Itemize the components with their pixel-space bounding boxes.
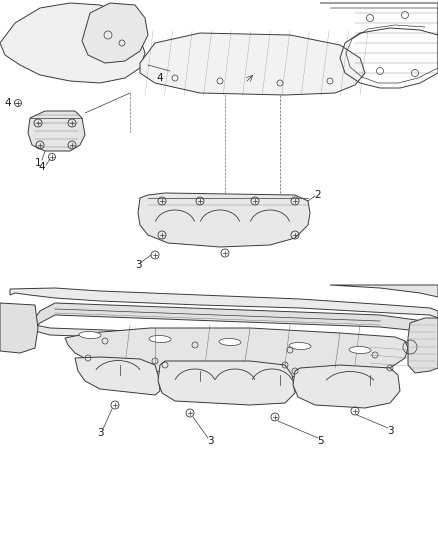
Text: 3: 3 bbox=[387, 426, 393, 436]
Text: 2: 2 bbox=[314, 190, 321, 200]
Ellipse shape bbox=[219, 338, 241, 345]
Text: 4: 4 bbox=[5, 98, 11, 108]
Polygon shape bbox=[330, 285, 438, 297]
Text: 3: 3 bbox=[207, 436, 213, 446]
Text: 1: 1 bbox=[35, 158, 41, 168]
Text: 3: 3 bbox=[135, 260, 141, 270]
Ellipse shape bbox=[349, 346, 371, 353]
Polygon shape bbox=[75, 357, 160, 395]
Polygon shape bbox=[408, 318, 438, 373]
Polygon shape bbox=[82, 3, 148, 63]
Polygon shape bbox=[10, 288, 438, 318]
Bar bbox=[0, 0, 438, 268]
PathPatch shape bbox=[0, 3, 145, 83]
Polygon shape bbox=[35, 303, 438, 333]
Polygon shape bbox=[28, 111, 85, 151]
Text: 5: 5 bbox=[317, 436, 323, 446]
Ellipse shape bbox=[79, 332, 101, 338]
Polygon shape bbox=[138, 193, 310, 247]
Bar bbox=[0, 268, 438, 285]
Polygon shape bbox=[35, 325, 438, 353]
Text: 4: 4 bbox=[157, 73, 163, 83]
Ellipse shape bbox=[289, 343, 311, 350]
Polygon shape bbox=[293, 365, 400, 408]
Ellipse shape bbox=[149, 335, 171, 343]
Text: 4: 4 bbox=[39, 162, 45, 172]
Polygon shape bbox=[140, 33, 365, 95]
Polygon shape bbox=[0, 303, 38, 353]
Polygon shape bbox=[65, 328, 408, 378]
Polygon shape bbox=[158, 361, 295, 405]
Bar bbox=[0, 285, 438, 533]
Text: 3: 3 bbox=[97, 428, 103, 438]
